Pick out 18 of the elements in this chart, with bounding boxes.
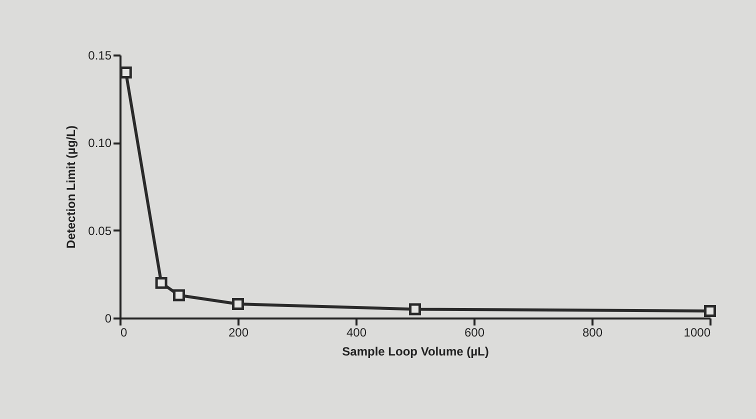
x-tick-label: 400: [346, 326, 367, 340]
y-tick-label: 0.05: [88, 224, 112, 238]
y-axis-title: Detection Limit (µg/L): [64, 126, 78, 248]
y-tick-label: 0: [104, 312, 112, 326]
x-tick-label: 800: [582, 326, 603, 340]
point: [120, 66, 132, 79]
point: [704, 304, 716, 317]
x-tick-label: 200: [228, 326, 249, 340]
x-tick-label: 1000: [684, 326, 711, 340]
x-tick-label: 600: [464, 326, 485, 340]
point: [232, 298, 244, 310]
y-tick-label: 0.10: [88, 136, 112, 150]
x-tick-label: 0: [120, 326, 128, 340]
y-tick-label: 0.15: [88, 48, 112, 62]
point: [155, 276, 168, 289]
point: [173, 289, 185, 302]
x-axis-title: Sample Loop Volume (µL): [342, 344, 489, 358]
point: [409, 303, 421, 316]
